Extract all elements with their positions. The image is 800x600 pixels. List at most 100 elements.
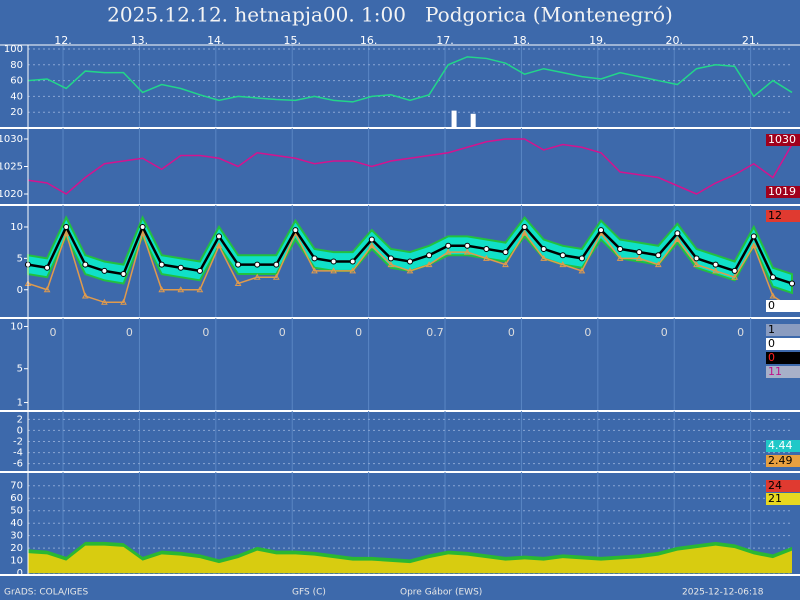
side-label-box bbox=[766, 480, 800, 492]
side-label-box bbox=[766, 186, 800, 198]
y-tick-label: 20 bbox=[10, 107, 23, 118]
point bbox=[425, 261, 433, 268]
point bbox=[406, 267, 414, 274]
point bbox=[521, 229, 528, 236]
series-line bbox=[27, 138, 793, 195]
point bbox=[234, 279, 242, 286]
side-label: 0 bbox=[768, 299, 775, 312]
y-tick-label: 5 bbox=[17, 253, 23, 264]
point bbox=[617, 245, 624, 252]
point bbox=[731, 273, 739, 280]
point bbox=[445, 242, 452, 249]
point bbox=[750, 233, 757, 240]
y-tick-label: 0 bbox=[17, 285, 23, 296]
point bbox=[559, 252, 566, 259]
y-tick-label: 1030 bbox=[0, 134, 23, 145]
point bbox=[712, 267, 719, 274]
point bbox=[636, 249, 643, 256]
y-tick-label: 1025 bbox=[0, 162, 23, 173]
point bbox=[750, 242, 758, 249]
y-tick-label: 50 bbox=[10, 506, 23, 517]
point bbox=[330, 258, 337, 265]
point bbox=[387, 261, 395, 268]
point bbox=[120, 298, 127, 305]
point bbox=[253, 273, 261, 280]
point bbox=[139, 223, 146, 230]
side-label-box bbox=[766, 366, 800, 378]
x-tick-label: 21. bbox=[742, 34, 760, 47]
point bbox=[693, 261, 700, 268]
point bbox=[616, 254, 624, 261]
daily-total: 0 bbox=[279, 326, 286, 339]
point bbox=[483, 254, 490, 261]
point bbox=[215, 242, 223, 249]
footer-author: Opre Gábor (EWS) bbox=[400, 588, 482, 598]
chart-title: 2025.12.12. hetnapja00. 1:00 Podgorica (… bbox=[107, 3, 673, 27]
side-label-box bbox=[766, 300, 800, 312]
y-tick-label: 10 bbox=[10, 222, 23, 233]
point bbox=[654, 261, 662, 268]
point bbox=[559, 261, 567, 268]
side-label-box bbox=[766, 134, 800, 146]
y-tick-label: 5 bbox=[17, 364, 23, 375]
side-label: 1019 bbox=[768, 185, 796, 198]
daily-total: 0 bbox=[50, 326, 57, 339]
x-tick-label: 13. bbox=[131, 34, 149, 47]
point bbox=[463, 248, 471, 255]
daily-total: 0.7 bbox=[426, 326, 444, 339]
x-tick-label: 15. bbox=[283, 34, 301, 47]
footer-model: GFS (C) bbox=[292, 588, 326, 598]
point bbox=[674, 230, 681, 237]
point bbox=[177, 286, 185, 293]
side-label: 24 bbox=[768, 479, 782, 492]
point bbox=[464, 242, 471, 249]
side-label: 12 bbox=[768, 209, 782, 222]
point bbox=[349, 267, 357, 274]
point bbox=[254, 261, 261, 268]
daily-total: 0 bbox=[661, 326, 668, 339]
point bbox=[62, 229, 70, 236]
y-tick-label: 40 bbox=[10, 518, 23, 529]
point bbox=[368, 242, 376, 249]
point bbox=[655, 252, 662, 259]
side-label: 4.44 bbox=[768, 439, 793, 452]
point bbox=[235, 261, 242, 268]
wind-area bbox=[28, 545, 792, 574]
point bbox=[330, 267, 337, 274]
point bbox=[196, 286, 204, 293]
point bbox=[789, 280, 795, 287]
point bbox=[578, 255, 585, 262]
side-label: 1 bbox=[768, 323, 775, 336]
point bbox=[82, 261, 89, 268]
daily-total: 0 bbox=[126, 326, 133, 339]
y-tick-label: 30 bbox=[10, 531, 23, 542]
point bbox=[44, 264, 51, 271]
point bbox=[272, 273, 280, 280]
point bbox=[216, 233, 222, 240]
point bbox=[674, 235, 681, 243]
x-tick-label: 17. bbox=[436, 34, 454, 47]
point bbox=[540, 245, 547, 252]
side-label: 21 bbox=[768, 492, 782, 505]
x-tick-label: 18. bbox=[513, 34, 531, 47]
point bbox=[769, 274, 776, 281]
point bbox=[712, 261, 719, 268]
x-tick-label: 20. bbox=[665, 34, 683, 47]
point bbox=[158, 261, 165, 268]
side-label-box bbox=[766, 440, 800, 452]
point bbox=[292, 227, 299, 234]
point bbox=[769, 292, 777, 299]
y-tick-label: 70 bbox=[10, 481, 23, 492]
point bbox=[368, 236, 375, 243]
y-tick-label: 0 bbox=[17, 568, 23, 579]
point bbox=[311, 255, 318, 262]
y-tick-label: 10 bbox=[10, 321, 23, 332]
point bbox=[196, 267, 203, 274]
x-tick-label: 16. bbox=[360, 34, 378, 47]
footer-date: 2025-12-12-06:18 bbox=[682, 588, 764, 598]
y-tick-label: 40 bbox=[10, 91, 23, 102]
y-tick-label: -6 bbox=[13, 459, 23, 470]
point bbox=[521, 223, 528, 230]
